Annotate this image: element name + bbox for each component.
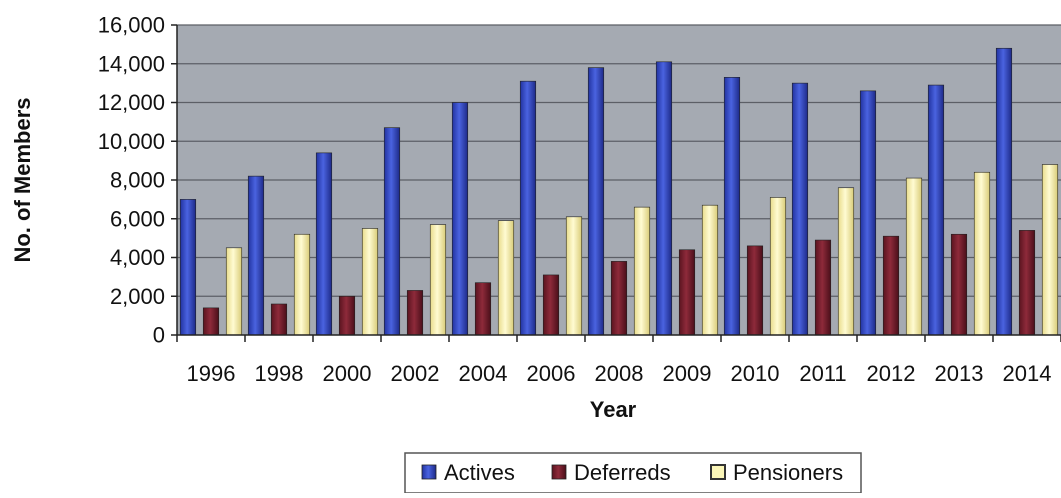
- legend-swatch-pensioners: [710, 464, 726, 480]
- bar-deferreds-1996: [202, 307, 220, 336]
- bar-pensioners-2010: [769, 197, 787, 336]
- bar-deferreds-1998: [270, 303, 288, 336]
- bar-actives-2014: [995, 47, 1013, 336]
- x-tick-label: 2006: [527, 361, 576, 386]
- bar-pensioners-2008: [633, 206, 651, 336]
- x-tick-label: 2004: [459, 361, 508, 386]
- bar-deferreds-2008: [610, 261, 628, 336]
- bar-actives-2002: [383, 127, 401, 336]
- bar-actives-2006: [519, 80, 537, 336]
- x-tick-labels: 1996 1998 2000 2002 2004 2006 2008 2009 2010 2011…: [187, 361, 1052, 386]
- y-axis-title: No. of Members: [10, 97, 35, 262]
- x-tick-label: 2012: [867, 361, 916, 386]
- x-tick-label: 2008: [595, 361, 644, 386]
- bar-deferreds-2006: [542, 274, 560, 336]
- x-tick-label: 2009: [663, 361, 712, 386]
- bar-pensioners-2004: [497, 220, 515, 336]
- x-tick-label: 2010: [731, 361, 780, 386]
- y-tick-labels: 0 2,000 4,000 6,000 8,000 10,000 12,000 14,000 1…: [98, 13, 165, 348]
- legend: Actives Deferreds Pensioners: [404, 452, 862, 494]
- bar-deferreds-2002: [406, 290, 424, 336]
- bar-pensioners-2011: [837, 187, 855, 336]
- bar-deferreds-2011: [814, 239, 832, 336]
- bar-actives-2000: [315, 152, 333, 336]
- bar-deferreds-2004: [474, 282, 492, 336]
- bar-deferreds-2012: [882, 235, 900, 336]
- y-tick-label: 14,000: [98, 51, 165, 76]
- bar-actives-2008: [587, 67, 605, 336]
- legend-label-deferreds: Deferreds: [574, 460, 671, 485]
- y-tick-label: 4,000: [110, 245, 165, 270]
- y-tick-label: 12,000: [98, 90, 165, 115]
- legend-box: [404, 452, 862, 494]
- bar-pensioners-1996: [225, 247, 243, 336]
- legend-label-actives: Actives: [444, 460, 515, 485]
- bar-actives-2013: [927, 84, 945, 336]
- legend-label-pensioners: Pensioners: [733, 460, 843, 485]
- x-tick-label: 1998: [255, 361, 304, 386]
- bar-deferreds-2000: [338, 295, 356, 336]
- x-tick-label: 2000: [323, 361, 372, 386]
- y-tick-label: 16,000: [98, 13, 165, 38]
- bar-deferreds-2013: [950, 233, 968, 336]
- y-tick-label: 2,000: [110, 284, 165, 309]
- bar-pensioners-2012: [905, 177, 923, 336]
- x-axis-title: Year: [590, 397, 637, 422]
- bar-deferreds-2014: [1018, 230, 1036, 336]
- bar-deferreds-2010: [746, 245, 764, 336]
- x-tick-label: 2014: [1003, 361, 1052, 386]
- bar-pensioners-2002: [429, 224, 447, 336]
- bar-actives-2009: [655, 61, 673, 336]
- bar-deferreds-2009: [678, 249, 696, 336]
- legend-swatch-actives: [421, 464, 437, 480]
- bar-actives-1996: [179, 199, 197, 336]
- bar-pensioners-2013: [973, 171, 991, 336]
- x-tick-label: 2002: [391, 361, 440, 386]
- axes: [171, 24, 1061, 342]
- bar-pensioners-2009: [701, 204, 719, 336]
- bar-pensioners-2000: [361, 228, 379, 336]
- bar-actives-2012: [859, 90, 877, 336]
- bar-actives-2010: [723, 77, 741, 336]
- x-tick-label: 2013: [935, 361, 984, 386]
- bar-pensioners-1998: [293, 233, 311, 336]
- bar-pensioners-2014: [1041, 164, 1059, 336]
- bar-actives-2004: [451, 102, 469, 336]
- y-tick-label: 0: [153, 323, 165, 348]
- x-tick-label: 2011: [799, 361, 846, 386]
- bar-actives-2011: [791, 82, 809, 336]
- bar-actives-1998: [247, 175, 265, 336]
- bars: [179, 47, 1059, 336]
- legend-swatch-deferreds: [551, 464, 567, 480]
- y-tick-label: 8,000: [110, 168, 165, 193]
- y-tick-label: 10,000: [98, 129, 165, 154]
- bar-pensioners-2006: [565, 216, 583, 336]
- y-tick-label: 6,000: [110, 206, 165, 231]
- x-tick-label: 1996: [187, 361, 236, 386]
